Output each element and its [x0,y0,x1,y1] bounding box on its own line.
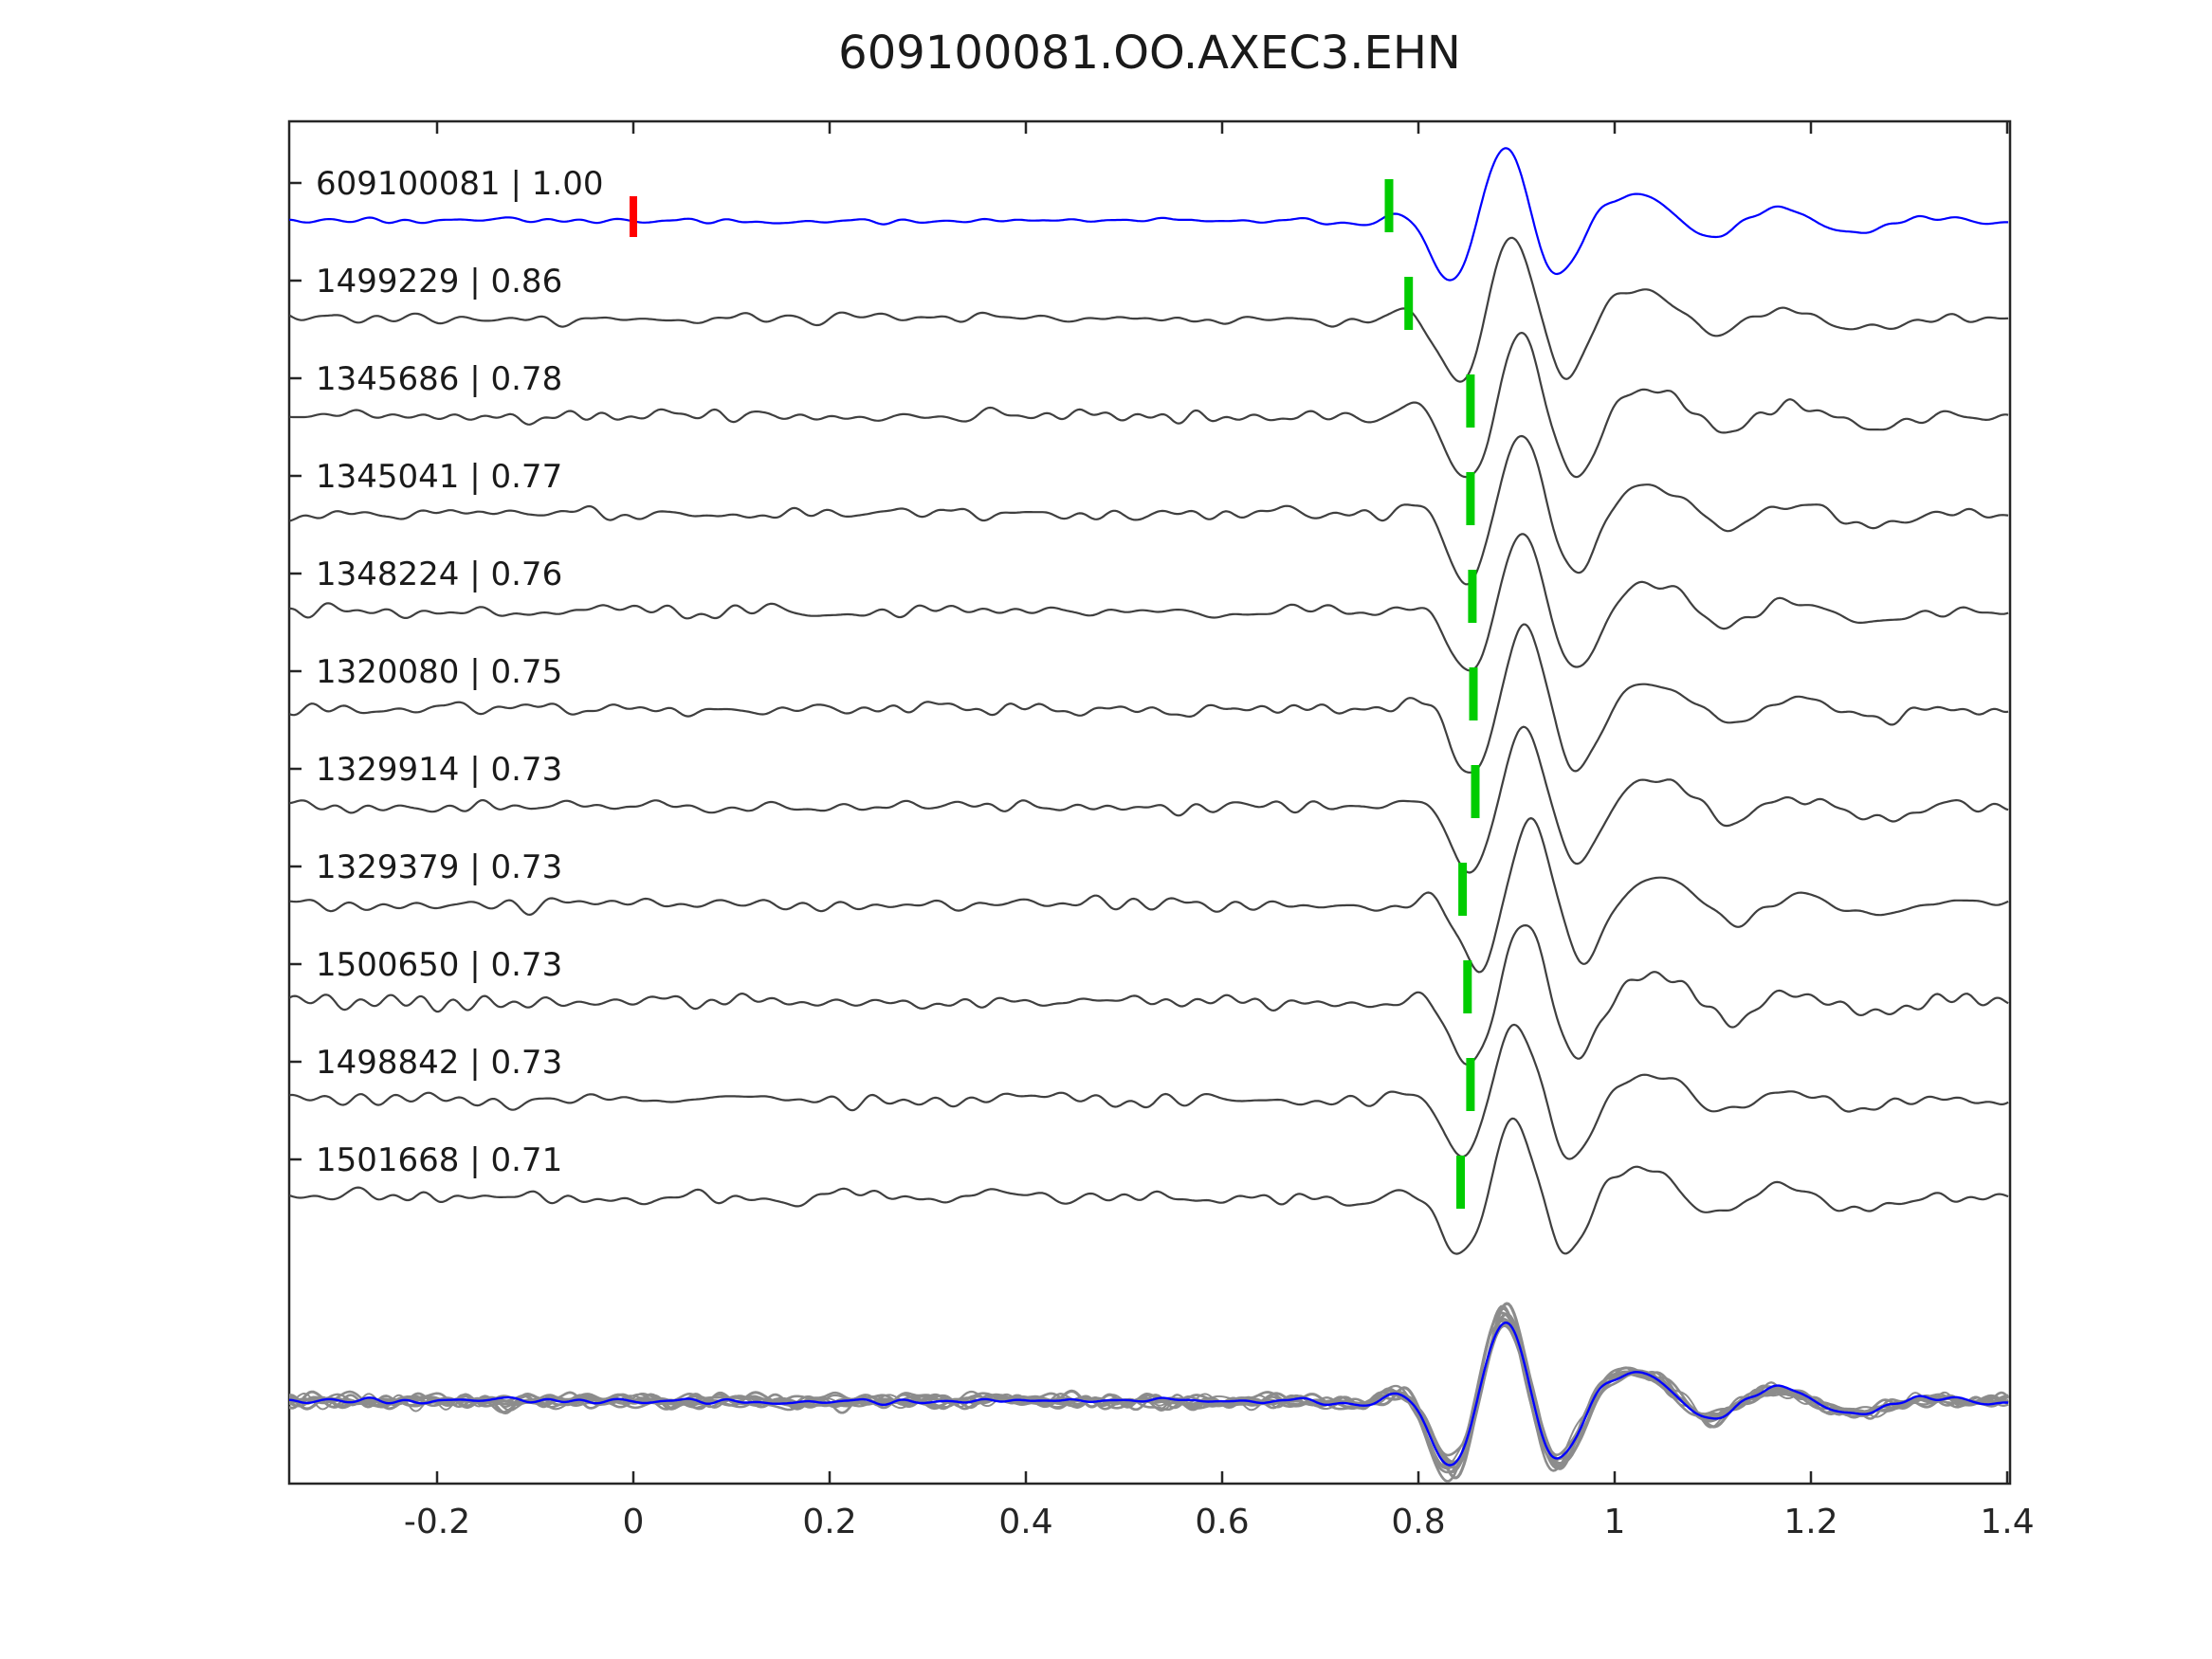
x-tick-label: 0.4 [998,1503,1052,1541]
trace-label-609100081: 609100081 | 1.00 [316,165,603,203]
overlay-gray-trace [289,1318,2009,1468]
x-tick-label: 0.2 [802,1503,856,1541]
trace-path-1345041 [289,434,2009,586]
x-tick-label: 0 [623,1503,645,1541]
x-tick-label: 1.4 [1980,1503,2034,1541]
plot-box [287,119,2012,1486]
trace-path-1501668 [289,1117,2009,1255]
trace-path-609100081 [289,147,2009,282]
x-tick-label: 1 [1604,1503,1626,1541]
trace-path-1329379 [289,816,2009,974]
trace-label-1329914: 1329914 | 0.73 [316,751,562,789]
trace-label-1329379: 1329379 | 0.73 [316,848,562,886]
trace-path-1345686 [289,332,2009,479]
trace-path-1498842 [289,1023,2009,1160]
trace-label-1320080: 1320080 | 0.75 [316,653,562,691]
x-tick-label: -0.2 [404,1503,470,1541]
trace-path-1500650 [289,923,2009,1066]
overlay-gray-trace [289,1324,2009,1457]
x-tick-label: 1.2 [1783,1503,1837,1541]
trace-path-1348224 [289,533,2009,672]
trace-label-1498842: 1498842 | 0.73 [316,1044,562,1082]
trace-label-1345686: 1345686 | 0.78 [316,360,562,398]
overlay-traces [289,1302,2010,1483]
overlay-reference-trace [289,1322,2009,1467]
trace-path-1499229 [289,236,2009,383]
x-tick-label: 0.6 [1195,1503,1249,1541]
trace-label-1348224: 1348224 | 0.76 [316,556,562,593]
trace-path-1320080 [289,623,2009,775]
trace-path-1329914 [289,725,2009,874]
figure-title: 609100081.OO.AXEC3.EHN [838,27,1461,80]
trace-label-1345041: 1345041 | 0.77 [316,458,562,496]
trace-label-1500650: 1500650 | 0.73 [316,946,562,984]
overlay-gray-trace [289,1307,2009,1470]
overlay-gray-trace [289,1302,2009,1480]
trace-label-1499229: 1499229 | 0.86 [316,263,562,301]
waveform-traces [289,147,2010,1483]
trace-label-1501668: 1501668 | 0.71 [316,1141,562,1179]
x-tick-label: 0.8 [1391,1503,1445,1541]
overlay-gray-trace [289,1312,2009,1469]
overlay-gray-trace [289,1304,2010,1474]
